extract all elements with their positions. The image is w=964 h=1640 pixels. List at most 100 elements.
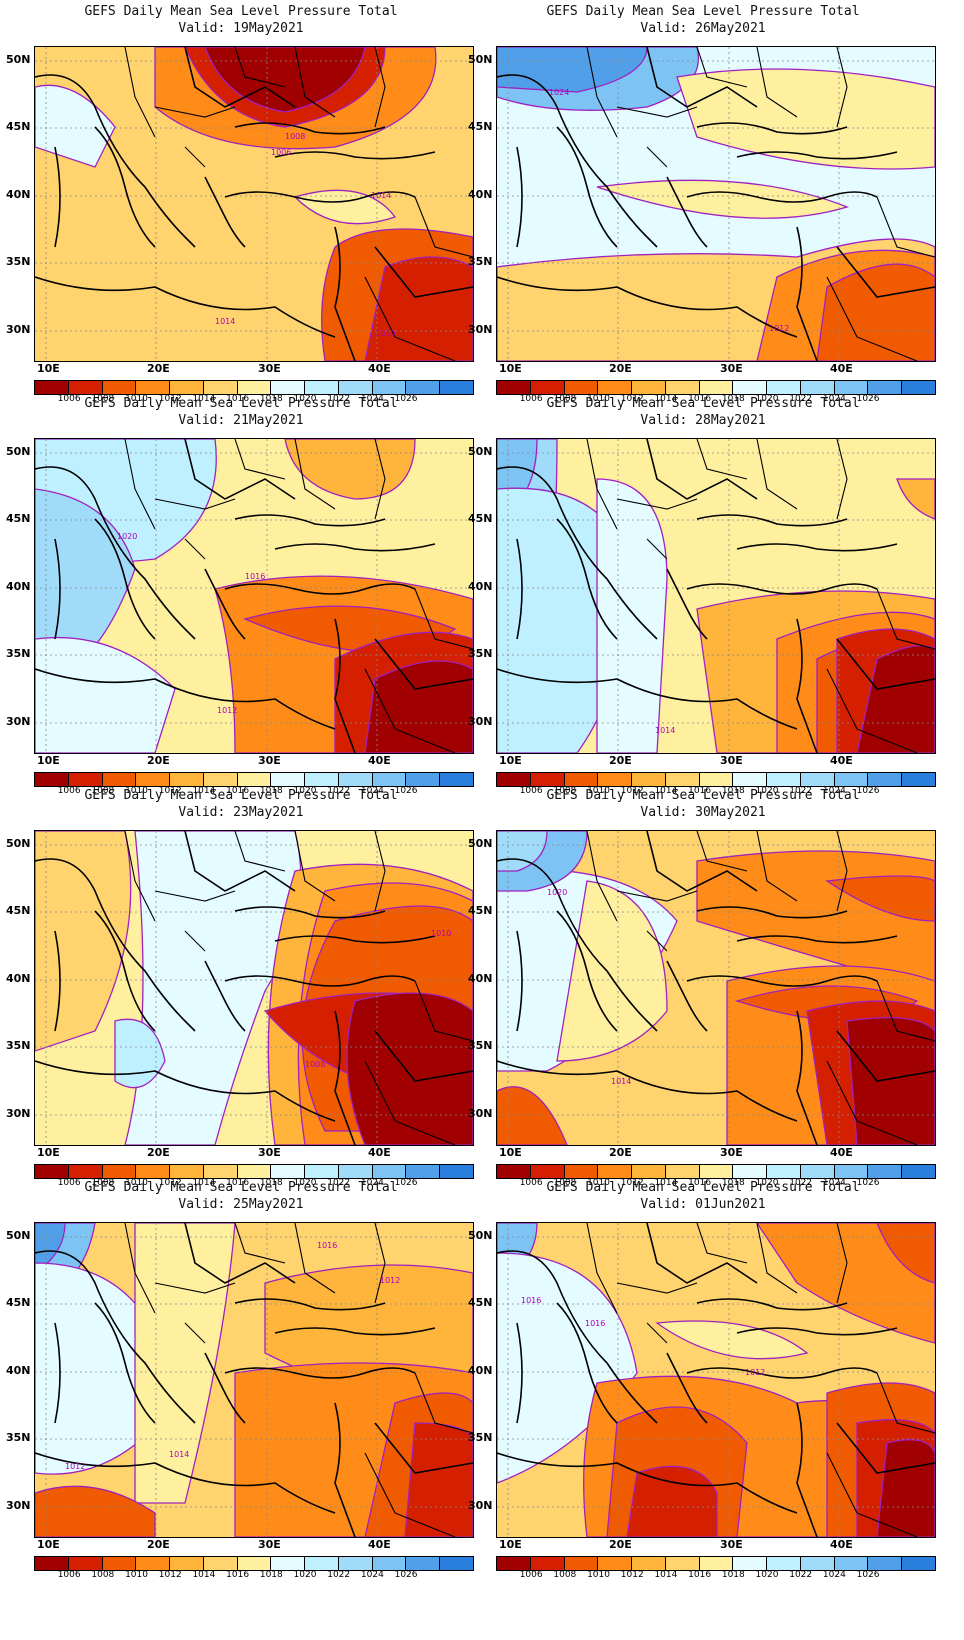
pressure-contour-region: [346, 992, 473, 1145]
pressure-map: 1024 1012: [496, 46, 936, 362]
country-border: [696, 47, 748, 88]
pressure-contour-region: [497, 831, 548, 872]
colorbar: [34, 1556, 474, 1571]
latitude-label: 50N: [6, 53, 31, 66]
longitude-label: 20E: [147, 362, 170, 375]
colorbar-label: 1014: [654, 1570, 678, 1580]
coastline: [54, 538, 61, 640]
pressure-map: 1014 1010 1006 1008 1014: [34, 46, 474, 362]
map-panel: GEFS Daily Mean Sea Level Pressure Total…: [0, 784, 482, 1194]
valid-date: Valid: 01Jun2021: [640, 1197, 766, 1212]
colorbar-label: 1006: [57, 394, 81, 404]
colorbar-label: 1014: [192, 1570, 216, 1580]
coastline: [666, 1352, 708, 1424]
latitude-label: 45N: [468, 904, 493, 917]
latitude-label: 45N: [6, 904, 31, 917]
latitude-label: 35N: [468, 647, 493, 660]
colorbar-label: 1022: [327, 1178, 351, 1188]
colorbar-swatch: [237, 1557, 272, 1570]
colorbar-label: 1008: [91, 1178, 115, 1188]
country-border: [616, 498, 698, 510]
colorbar-label: 1016: [688, 786, 712, 796]
latitude-label: 40N: [6, 188, 31, 201]
contour-label: 1008: [285, 132, 305, 141]
latitude-label: 50N: [468, 1229, 493, 1242]
colorbar-swatch: [868, 1557, 903, 1570]
colorbar-label: 1020: [293, 786, 317, 796]
latitude-label: 45N: [468, 120, 493, 133]
colorbar-swatch: [564, 1165, 599, 1178]
coastline: [646, 47, 758, 108]
coastline: [736, 151, 898, 160]
latitude-label: 45N: [468, 1296, 493, 1309]
colorbar-label: 1010: [587, 394, 610, 404]
longitude-label: 40E: [830, 1146, 853, 1159]
colorbar-label: 1012: [158, 786, 182, 796]
colorbar-label: 1016: [226, 394, 250, 404]
colorbar-label: 1026: [856, 1570, 880, 1580]
country-border: [154, 498, 236, 510]
coastline: [274, 935, 436, 944]
colorbar-label: 1006: [519, 394, 543, 404]
colorbar-swatch: [203, 381, 238, 394]
colorbar-label: 1008: [553, 1178, 577, 1188]
country-border: [124, 1223, 156, 1314]
colorbar-swatch: [271, 1557, 306, 1570]
country-border: [124, 831, 156, 922]
colorbar-label: 1022: [327, 786, 351, 796]
colorbar-swatch: [733, 1165, 768, 1178]
coastline: [796, 618, 818, 753]
coastline: [497, 1452, 798, 1514]
colorbar-swatch: [868, 381, 903, 394]
coastline: [497, 858, 658, 1032]
coastline: [696, 514, 848, 527]
colorbar-swatch: [497, 773, 531, 786]
country-border: [646, 1322, 668, 1344]
pressure-contour-region: [596, 478, 668, 753]
valid-date: Valid: 25May2021: [178, 1197, 304, 1212]
colorbar-swatch: [102, 1165, 137, 1178]
valid-date: Valid: 19May2021: [178, 21, 304, 36]
country-border: [234, 1223, 286, 1264]
longitude-label: 30E: [258, 362, 281, 375]
country-border: [586, 439, 618, 530]
latitude-label: 45N: [468, 512, 493, 525]
coastline: [497, 1060, 798, 1122]
contour-label: 1008: [305, 1060, 325, 1069]
country-border: [616, 890, 698, 902]
coastline: [666, 176, 708, 248]
colorbar-label: 1012: [158, 1570, 182, 1580]
panel-title: GEFS Daily Mean Sea Level Pressure Total: [546, 788, 860, 803]
coastline: [184, 831, 296, 892]
colorbar-label: 1008: [91, 1570, 115, 1580]
coastline: [224, 583, 416, 595]
country-border: [836, 831, 848, 912]
colorbar-label: 1022: [789, 1178, 813, 1188]
pressure-contour-region: [816, 263, 935, 361]
coastline: [836, 1422, 935, 1474]
contour-label: 1010: [431, 929, 451, 938]
colorbar-swatch: [271, 773, 306, 786]
country-border: [374, 831, 386, 912]
contour-label: 1020: [547, 888, 567, 897]
colorbar-swatch: [497, 1557, 531, 1570]
colorbar-label: 1014: [192, 1178, 216, 1188]
colorbar-swatch: [834, 1165, 869, 1178]
map-panel: GEFS Daily Mean Sea Level Pressure Total…: [462, 784, 944, 1194]
colorbar-label: 1022: [327, 394, 351, 404]
colorbar-swatch: [902, 381, 935, 394]
map-panel: GEFS Daily Mean Sea Level Pressure Total…: [0, 0, 482, 410]
panel-title: GEFS Daily Mean Sea Level Pressure Total: [546, 396, 860, 411]
contour-label: 1012: [769, 324, 789, 333]
colorbar-swatch: [203, 1557, 238, 1570]
country-border: [234, 831, 286, 872]
contour-label: 1014: [611, 1077, 631, 1086]
colorbar-swatch: [902, 773, 935, 786]
country-border: [756, 831, 798, 902]
colorbar-swatch: [665, 1165, 700, 1178]
colorbar-label: 1014: [654, 1178, 678, 1188]
colorbar-label: 1006: [519, 786, 543, 796]
latitude-label: 40N: [468, 188, 493, 201]
map-panel: GEFS Daily Mean Sea Level Pressure Total…: [462, 392, 944, 802]
colorbar-label: 1010: [125, 1570, 148, 1580]
